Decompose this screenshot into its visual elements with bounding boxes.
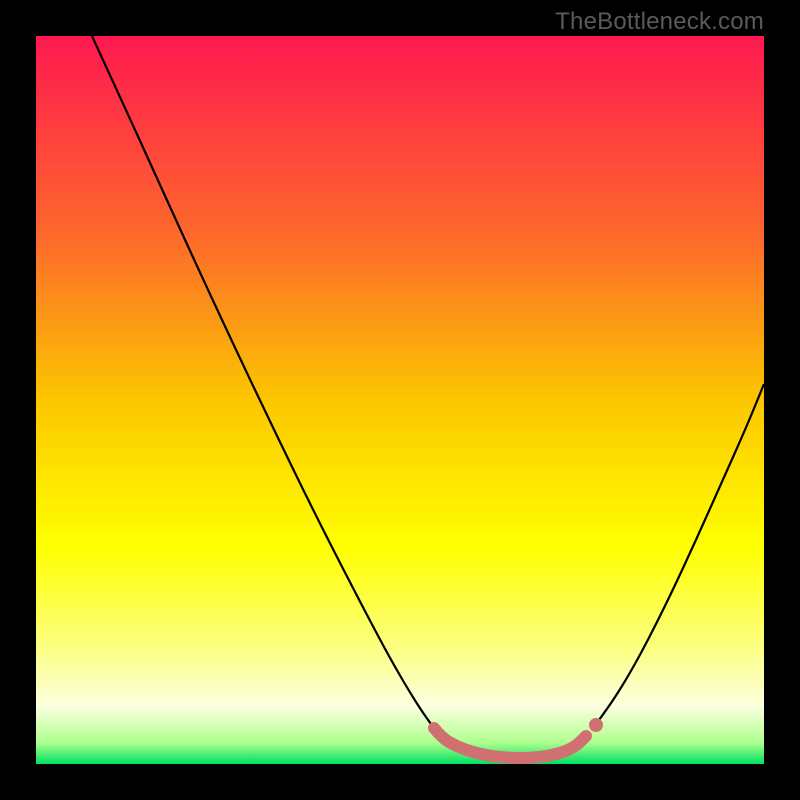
- plot-area: [36, 36, 764, 764]
- watermark-text: TheBottleneck.com: [555, 8, 764, 36]
- curve-right-branch: [596, 384, 764, 724]
- optimal-basin-highlight: [434, 728, 586, 758]
- optimal-basin-end-dot: [589, 718, 603, 732]
- chart-frame: TheBottleneck.com: [0, 0, 800, 800]
- curve-left-branch: [92, 36, 431, 724]
- bottleneck-curve: [36, 36, 764, 764]
